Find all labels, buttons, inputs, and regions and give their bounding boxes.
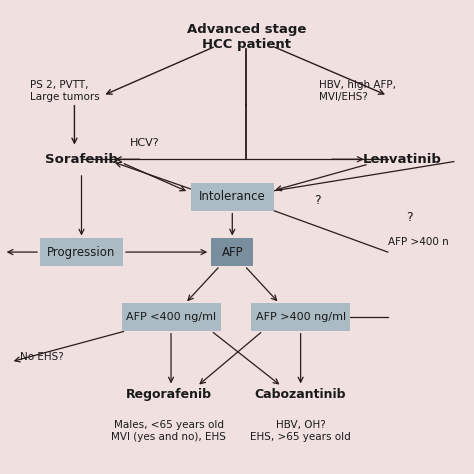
FancyBboxPatch shape	[191, 183, 273, 210]
Text: Males, <65 years old
MVI (yes and no), EHS: Males, <65 years old MVI (yes and no), E…	[111, 420, 226, 442]
FancyBboxPatch shape	[121, 303, 220, 331]
FancyBboxPatch shape	[211, 238, 254, 266]
Text: ?: ?	[314, 194, 320, 207]
Text: HBV, high AFP,
MVI/EHS?: HBV, high AFP, MVI/EHS?	[319, 80, 396, 102]
Text: ?: ?	[406, 211, 412, 224]
Text: AFP <400 ng/ml: AFP <400 ng/ml	[126, 312, 216, 322]
FancyBboxPatch shape	[251, 303, 350, 331]
Text: Progression: Progression	[47, 246, 116, 259]
Text: AFP >400 n: AFP >400 n	[388, 237, 448, 246]
Text: HBV, OH?
EHS, >65 years old: HBV, OH? EHS, >65 years old	[250, 420, 351, 442]
Text: Regorafenib: Regorafenib	[126, 388, 212, 401]
Text: AFP >400 ng/ml: AFP >400 ng/ml	[255, 312, 346, 322]
Text: Intolerance: Intolerance	[199, 191, 265, 203]
Text: PS 2, PVTT,
Large tumors: PS 2, PVTT, Large tumors	[30, 80, 100, 102]
Text: Lenvatinib: Lenvatinib	[363, 153, 441, 166]
Text: Sorafenib: Sorafenib	[45, 153, 118, 166]
Text: Cabozantinib: Cabozantinib	[255, 388, 346, 401]
Text: AFP: AFP	[221, 246, 243, 259]
Text: HCV?: HCV?	[130, 138, 160, 148]
Text: Advanced stage
HCC patient: Advanced stage HCC patient	[187, 23, 306, 51]
Text: No EHS?: No EHS?	[20, 352, 64, 362]
FancyBboxPatch shape	[40, 238, 123, 266]
